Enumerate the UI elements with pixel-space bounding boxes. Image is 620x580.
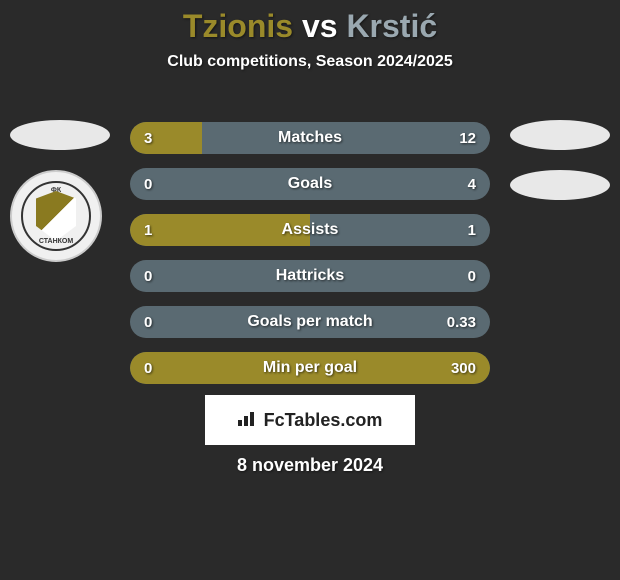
- subtitle: Club competitions, Season 2024/2025: [0, 53, 620, 71]
- stat-row: 0Goals per match0.33: [130, 306, 490, 338]
- right-club-badges: [510, 120, 610, 220]
- stat-label: Min per goal: [130, 359, 490, 377]
- player1-name: Tzionis: [183, 8, 293, 44]
- brand-text: FcTables.com: [264, 410, 383, 431]
- left-club-badge: ФК СТАНКОМ: [10, 170, 102, 262]
- stat-row: 0Hattricks0: [130, 260, 490, 292]
- left-badge-placeholder-1: [10, 120, 110, 150]
- stat-value-right: 300: [451, 360, 476, 377]
- page-title: Tzionis vs Krstić: [0, 0, 620, 45]
- brand-box: FcTables.com: [205, 395, 415, 445]
- stat-label: Goals per match: [130, 313, 490, 331]
- stat-value-right: 0: [468, 268, 476, 285]
- stat-value-right: 1: [468, 222, 476, 239]
- badge-text-bottom: СТАНКОМ: [39, 238, 73, 245]
- badge-inner-ring: ФК СТАНКОМ: [21, 181, 91, 251]
- stat-value-right: 12: [459, 130, 476, 147]
- comparison-infographic: Tzionis vs Krstić Club competitions, Sea…: [0, 0, 620, 580]
- player2-name: Krstić: [346, 8, 437, 44]
- stat-row: 1Assists1: [130, 214, 490, 246]
- stat-row: 0Min per goal300: [130, 352, 490, 384]
- date-text: 8 november 2024: [0, 455, 620, 476]
- right-badge-placeholder-1: [510, 120, 610, 150]
- stat-value-right: 4: [468, 176, 476, 193]
- stat-label: Assists: [130, 221, 490, 239]
- shield-icon: [36, 191, 76, 241]
- stat-label: Hattricks: [130, 267, 490, 285]
- left-club-badges: ФК СТАНКОМ: [10, 120, 110, 262]
- right-badge-placeholder-2: [510, 170, 610, 200]
- stats-bars: 3Matches120Goals41Assists10Hattricks00Go…: [130, 122, 490, 398]
- stat-row: 0Goals4: [130, 168, 490, 200]
- vs-text: vs: [293, 8, 346, 44]
- stat-value-right: 0.33: [447, 314, 476, 331]
- stat-label: Matches: [130, 129, 490, 147]
- stat-label: Goals: [130, 175, 490, 193]
- chart-icon: [238, 410, 258, 431]
- stat-row: 3Matches12: [130, 122, 490, 154]
